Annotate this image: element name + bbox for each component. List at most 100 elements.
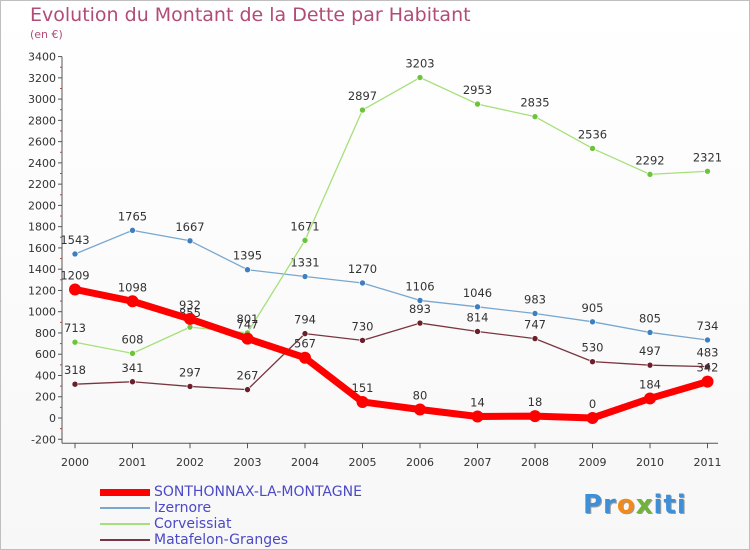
data-label: 794 xyxy=(294,313,316,327)
data-point xyxy=(129,227,136,234)
data-point xyxy=(186,237,194,245)
data-label: 530 xyxy=(582,341,604,355)
data-point xyxy=(126,295,139,308)
data-label: 1106 xyxy=(405,279,434,293)
data-point xyxy=(416,74,424,81)
data-label: 342 xyxy=(697,361,719,375)
data-label: 297 xyxy=(179,365,201,379)
data-label: 747 xyxy=(237,318,259,332)
data-label: 14 xyxy=(470,396,485,410)
legend-label: Matafelon-Granges xyxy=(154,532,289,548)
data-label: 905 xyxy=(582,301,604,315)
data-point xyxy=(704,167,711,175)
data-label: 747 xyxy=(524,318,546,332)
data-label: 608 xyxy=(122,332,144,346)
y-tick-label: 1200 xyxy=(28,284,56,297)
data-label: 483 xyxy=(697,346,719,360)
data-label: 497 xyxy=(639,344,661,358)
data-point xyxy=(186,323,194,331)
y-tick-label: 600 xyxy=(35,348,56,361)
data-label: 1395 xyxy=(233,249,262,263)
data-point xyxy=(186,383,194,390)
series-line xyxy=(71,285,711,422)
data-label: 1543 xyxy=(60,233,89,247)
data-point xyxy=(414,403,426,416)
data-point xyxy=(531,310,539,317)
legend-swatch xyxy=(100,523,150,525)
data-label: 893 xyxy=(409,302,431,316)
data-label: 1667 xyxy=(175,220,204,234)
data-point xyxy=(356,395,369,408)
data-point xyxy=(589,318,596,326)
proxiti-logo: Proxiti xyxy=(583,490,687,520)
data-label: 2321 xyxy=(693,150,722,164)
data-point xyxy=(359,337,366,344)
data-label: 983 xyxy=(524,293,546,307)
data-point xyxy=(359,279,366,287)
data-point xyxy=(589,358,596,365)
x-tick-label: 2009 xyxy=(579,456,607,469)
data-point xyxy=(301,273,309,280)
data-point xyxy=(71,250,79,258)
data-label: 184 xyxy=(639,377,661,391)
legend-label: Corveissiat xyxy=(154,516,232,532)
data-point xyxy=(586,412,599,424)
x-tick-label: 2004 xyxy=(291,456,319,469)
data-point xyxy=(184,312,196,325)
data-point xyxy=(129,350,136,357)
y-tick-label: 400 xyxy=(35,369,56,382)
data-point xyxy=(474,303,481,311)
data-label: 1098 xyxy=(118,280,147,294)
data-label: 318 xyxy=(64,363,86,377)
data-label: 1046 xyxy=(463,286,492,300)
chart-unit: (en €) xyxy=(30,28,63,41)
x-tick-label: 2006 xyxy=(406,456,434,469)
legend-swatch xyxy=(100,539,150,541)
data-label: 2536 xyxy=(578,127,607,141)
data-point xyxy=(299,351,311,364)
y-tick-label: 3200 xyxy=(28,72,56,85)
x-tick-label: 2003 xyxy=(234,456,262,469)
data-label: 1671 xyxy=(290,219,319,233)
data-point xyxy=(704,363,711,370)
x-tick-label: 2005 xyxy=(349,456,377,469)
y-tick-label: 2400 xyxy=(28,157,56,170)
data-label: 341 xyxy=(122,361,144,375)
series-line xyxy=(74,322,709,391)
data-point xyxy=(244,386,251,393)
series-line xyxy=(74,229,709,341)
data-label: 713 xyxy=(64,321,86,335)
data-point xyxy=(471,410,484,423)
y-tick-label: 2600 xyxy=(28,136,56,149)
data-label: 730 xyxy=(352,319,374,333)
chart-title: Evolution du Montant de la Dette par Hab… xyxy=(30,4,471,26)
data-label: 1209 xyxy=(60,268,89,282)
data-point xyxy=(301,237,309,244)
legend-item: Matafelon-Granges xyxy=(100,532,362,548)
data-point xyxy=(644,392,656,405)
legend-swatch xyxy=(100,488,150,496)
y-tick-label: 1600 xyxy=(28,242,56,255)
x-tick-label: 2007 xyxy=(464,456,492,469)
legend-item: Izernore xyxy=(100,500,362,516)
data-label: 1765 xyxy=(118,209,147,223)
x-tick-label: 2008 xyxy=(521,456,549,469)
y-tick-label: -200 xyxy=(31,433,56,446)
y-tick-label: 200 xyxy=(35,391,56,404)
data-point xyxy=(69,283,81,296)
data-label: 151 xyxy=(352,381,374,395)
data-point xyxy=(474,100,481,108)
y-tick-label: 2800 xyxy=(28,114,56,127)
data-point xyxy=(244,266,251,274)
data-point xyxy=(589,145,596,152)
x-tick-label: 2010 xyxy=(636,456,664,469)
data-point xyxy=(529,410,541,423)
legend-item: SONTHONNAX-LA-MONTAGNE xyxy=(100,484,362,500)
data-point xyxy=(474,328,481,335)
data-label: 2835 xyxy=(520,96,549,110)
y-tick-label: 2000 xyxy=(28,199,56,212)
x-tick-label: 2011 xyxy=(694,456,722,469)
y-tick-label: 0 xyxy=(49,412,56,425)
